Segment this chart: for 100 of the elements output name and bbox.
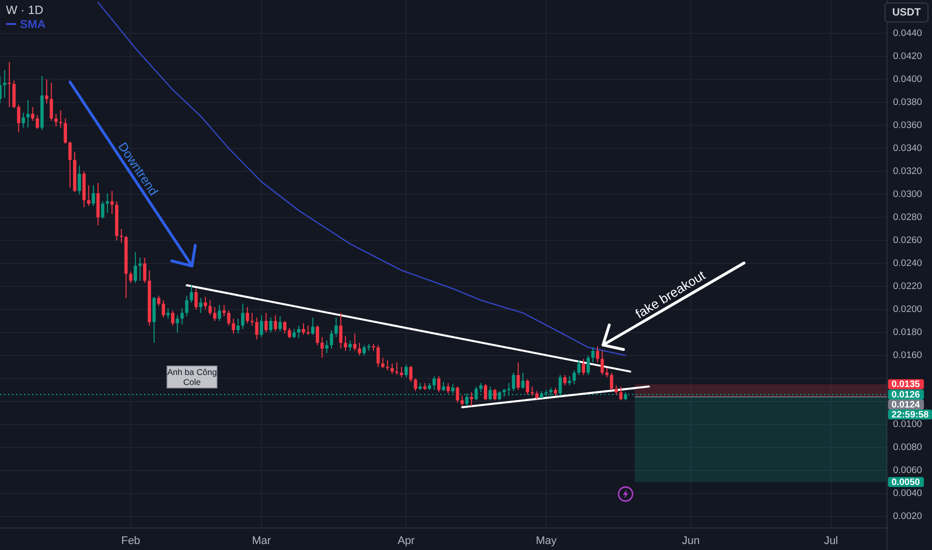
- candlestick: [120, 228, 124, 244]
- candlestick: [110, 190, 114, 214]
- candlestick: [106, 192, 110, 214]
- band-label: 0.0050: [892, 476, 920, 487]
- candlestick: [241, 303, 244, 330]
- candlestick: [610, 372, 614, 390]
- candlestick: [222, 304, 226, 317]
- candlestick: [171, 310, 174, 326]
- candlestick: [442, 381, 446, 392]
- candlestick: [302, 322, 306, 336]
- candlestick: [143, 257, 146, 284]
- candlestick: [283, 320, 286, 334]
- candlestick: [26, 100, 30, 128]
- y-axis-title: USDT: [892, 6, 922, 18]
- y-tick-label: 0.0300: [893, 188, 922, 200]
- y-tick-label: 0.0380: [893, 96, 922, 108]
- candlestick: [232, 318, 236, 334]
- candlestick: [278, 316, 282, 332]
- candlestick: [68, 140, 72, 188]
- candlestick: [330, 330, 334, 350]
- candlestick: [157, 295, 160, 306]
- y-tick-label: 0.0360: [893, 120, 922, 131]
- candlestick: [274, 314, 278, 332]
- candlestick: [8, 62, 11, 108]
- candlestick: [87, 184, 90, 206]
- candlestick: [78, 165, 81, 195]
- y-tick-label: 0.0240: [893, 258, 922, 269]
- x-tick-label: Jul: [824, 535, 838, 547]
- candlestick: [362, 344, 366, 356]
- y-tick-label: 0.0280: [893, 212, 922, 223]
- candlestick: [358, 342, 362, 356]
- y-tick-label: 0.0320: [893, 166, 922, 177]
- candlestick: [101, 200, 104, 220]
- x-tick-label: Mar: [252, 535, 272, 547]
- candlestick: [325, 340, 328, 354]
- candlestick: [218, 304, 222, 322]
- candlestick: [264, 312, 268, 333]
- candlestick: [316, 325, 320, 346]
- candlestick: [204, 296, 208, 310]
- candlestick: [381, 357, 384, 369]
- candlestick: [437, 376, 440, 393]
- candlestick: [353, 333, 356, 352]
- y-tick-label: 0.0160: [893, 350, 922, 361]
- y-tick-label: 0.0440: [893, 28, 922, 39]
- text: SMA: [20, 19, 46, 31]
- candlestick: [484, 384, 488, 401]
- candlestick: [3, 70, 6, 98]
- candlestick: [17, 104, 20, 133]
- candlestick: [199, 297, 202, 314]
- candlestick: [288, 327, 292, 339]
- candlestick: [614, 384, 618, 396]
- candlestick: [563, 374, 567, 386]
- candlestick: [395, 362, 398, 376]
- band-label: 0.0135: [892, 379, 920, 390]
- ref-line-label: 0.0124: [892, 400, 921, 410]
- candlestick: [600, 350, 604, 376]
- candlestick: [194, 288, 198, 310]
- y-tick-label: 0.0220: [893, 280, 922, 292]
- candlestick: [92, 184, 95, 206]
- candlestick: [260, 314, 264, 338]
- candlestick: [64, 118, 67, 144]
- candlestick: [460, 395, 464, 407]
- candlestick: [446, 382, 450, 394]
- candlestick: [530, 386, 534, 396]
- y-tick-label: 0.0420: [893, 50, 922, 62]
- y-tick-label: 0.0020: [893, 510, 922, 522]
- candlestick: [36, 114, 39, 130]
- candlestick: [190, 284, 194, 304]
- candlestick: [582, 358, 586, 376]
- candlestick: [526, 379, 530, 396]
- candlestick: [596, 346, 600, 363]
- candlestick: [339, 312, 342, 350]
- y-tick-label: 0.0180: [893, 326, 922, 338]
- y-tick-label: 0.0060: [893, 464, 922, 476]
- candlestick: [493, 388, 496, 401]
- chart-title: W · 1D: [6, 3, 44, 17]
- candlestick: [334, 316, 338, 338]
- candlestick: [516, 362, 520, 390]
- candlestick: [185, 295, 188, 317]
- candlestick: [129, 270, 132, 284]
- candlestick: [134, 251, 138, 284]
- y-tick-label: 0.0200: [893, 304, 922, 315]
- candlestick: [297, 325, 300, 339]
- candlestick: [605, 368, 609, 378]
- candlestick: [456, 386, 460, 404]
- candlestick: [292, 328, 296, 339]
- candlestick: [311, 316, 314, 336]
- candlestick: [591, 346, 595, 363]
- x-tick-label: Feb: [121, 535, 140, 547]
- candlestick: [320, 336, 324, 358]
- y-tick-label: 0.0080: [893, 442, 922, 453]
- candlestick: [208, 300, 212, 316]
- candlestick: [236, 318, 240, 334]
- candlestick: [22, 112, 25, 128]
- candlestick: [269, 316, 272, 333]
- y-tick-label: 0.0340: [893, 142, 922, 154]
- y-tick-label: 0.0040: [893, 488, 922, 499]
- candlestick: [572, 370, 576, 385]
- candlestick: [50, 82, 53, 122]
- candlestick: [59, 110, 62, 128]
